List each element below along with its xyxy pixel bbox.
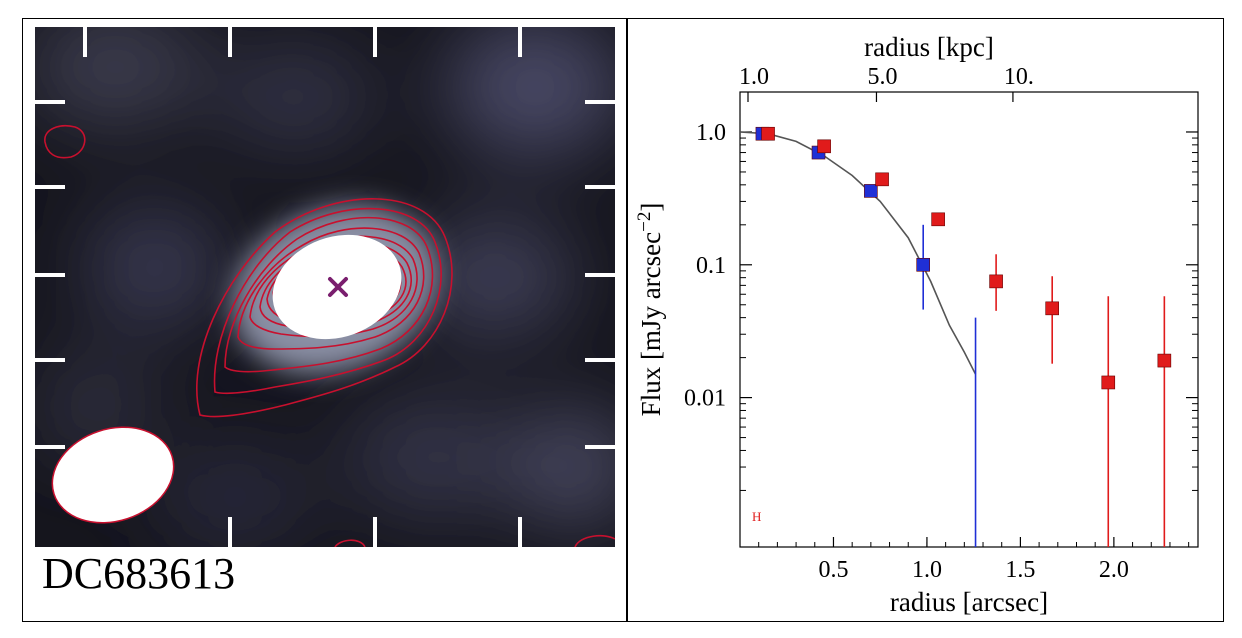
red-data-point	[931, 212, 945, 227]
y-axis-label: Flux [mJy arcsec−2]	[634, 203, 666, 417]
profile-chart: 0.5 1.0 1.5 2.0 1.0 5.0 10. 1.0 0.1 0.01 radius […	[628, 20, 1222, 620]
noise-blobs	[35, 27, 615, 547]
y-axis-label-sup: −2	[634, 212, 655, 232]
y-tick-label: 1.0	[696, 120, 726, 146]
axis-ticks: 0.5 1.0 1.5 2.0 1.0 5.0 10. 1.0 0.1 0.01	[684, 64, 1198, 583]
blue-data-point	[864, 184, 878, 198]
red-data-point	[761, 126, 775, 141]
image-map	[35, 27, 615, 547]
model-line	[739, 131, 977, 375]
source-name-label: DC683613	[42, 549, 236, 598]
figure-frame	[22, 18, 1224, 622]
red-data-point	[989, 274, 1003, 289]
x-tick-label: 0.5	[818, 557, 848, 583]
red-data-point	[817, 139, 831, 154]
top-tick-label: 5.0	[867, 64, 897, 90]
y-axis-label-main: Flux [mJy arcsec	[636, 232, 666, 416]
top-tick-label: 10.	[1004, 64, 1034, 90]
panel-divider	[626, 18, 628, 622]
y-tick-label: 0.01	[684, 386, 726, 412]
x-tick-label: 1.5	[1005, 557, 1035, 583]
top-tick-label: 1.0	[739, 64, 769, 90]
data-points	[755, 126, 1172, 547]
x-tick-label: 2.0	[1099, 557, 1129, 583]
top-axis-label: radius [kpc]	[864, 32, 994, 62]
y-tick-label: 0.1	[696, 253, 726, 279]
red-data-point	[1045, 301, 1059, 316]
x-axis-label: radius [arcsec]	[890, 587, 1048, 617]
red-data-point	[1157, 353, 1172, 368]
plot-frame	[739, 91, 1199, 548]
map-ticks	[35, 27, 615, 547]
image-panel	[35, 27, 615, 547]
red-data-point	[1101, 375, 1116, 390]
x-tick-label: 1.0	[912, 557, 942, 583]
position-cross-icon	[328, 277, 348, 297]
red-data-point	[875, 172, 889, 187]
blue-data-point	[916, 257, 931, 272]
profile-chart-svg: 0.5 1.0 1.5 2.0 1.0 5.0 10. 1.0 0.1 0.01 radius […	[634, 32, 1199, 617]
model-curve	[739, 131, 977, 375]
beam-ellipse	[51, 426, 175, 524]
y-axis-label-end: ]	[636, 203, 666, 212]
h-marker-icon: H	[752, 509, 761, 524]
